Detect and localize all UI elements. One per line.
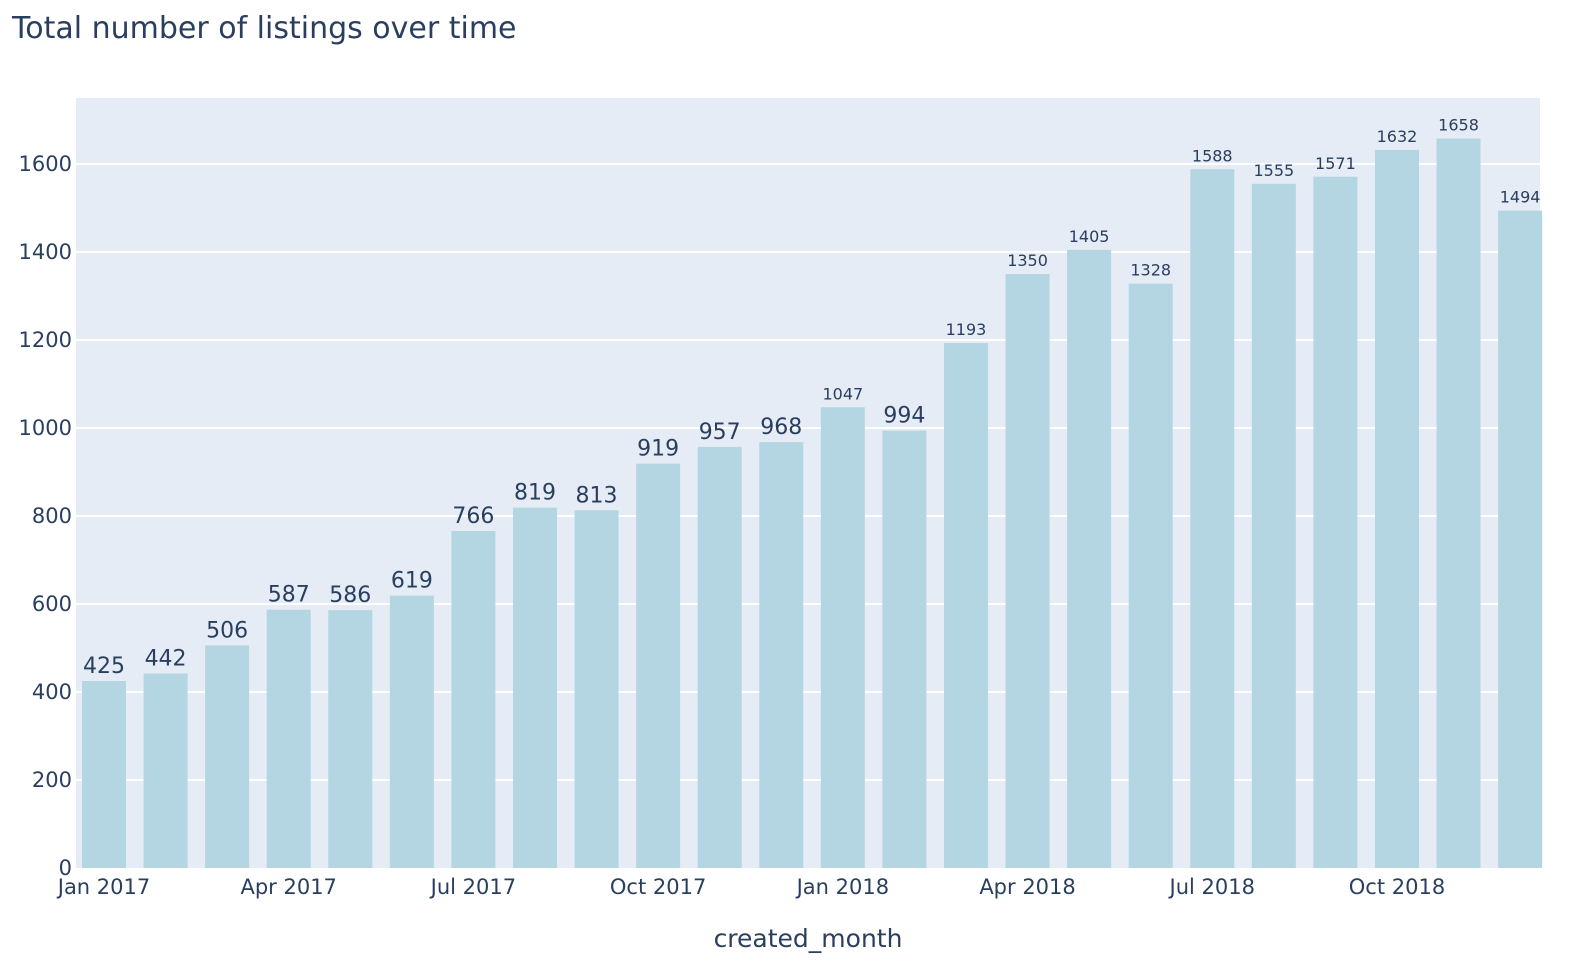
gridlines [76, 163, 1540, 781]
bar-value-label: 1555 [1253, 161, 1294, 180]
bar-value-label: 994 [883, 404, 925, 429]
bar [759, 442, 804, 868]
bar-value-label: 1494 [1500, 188, 1541, 207]
chart-title: Total number of listings over time [11, 11, 517, 46]
bar-value-label: 1588 [1192, 146, 1233, 165]
bar-value-label: 619 [391, 569, 433, 594]
bar-value-label: 442 [145, 647, 187, 672]
bars [82, 138, 1543, 869]
x-tick-label: Jan 2017 [56, 875, 151, 899]
bar-value-label: 1193 [946, 320, 987, 339]
bar-value-label: 819 [514, 481, 556, 506]
bar-value-label: 1350 [1007, 251, 1048, 270]
bar [389, 595, 434, 868]
bar-value-label: 1571 [1315, 154, 1356, 173]
bar-labels: 425 442 506 587 586 619 766 819 813 919 957 968 1047… [83, 115, 1540, 679]
bar [882, 430, 927, 868]
y-tick-label: 1400 [19, 240, 72, 264]
bar [82, 681, 126, 868]
bar-value-label: 1405 [1069, 227, 1110, 246]
bar [1067, 249, 1112, 869]
bar-value-label: 1047 [822, 384, 863, 403]
bar-value-label: 1632 [1377, 127, 1418, 146]
bar [820, 407, 865, 868]
y-tick-label: 1600 [19, 152, 72, 176]
bar-value-label: 957 [699, 420, 741, 445]
bar-value-label: 425 [83, 654, 125, 679]
bar [1436, 138, 1481, 869]
x-tick-label: Apr 2017 [240, 875, 336, 899]
bar-value-label: 919 [637, 437, 679, 462]
bar [1498, 210, 1543, 868]
y-tick-label: 1000 [19, 416, 72, 440]
y-tick-label: 600 [32, 592, 72, 616]
bar [205, 645, 250, 868]
bar-value-label: 968 [760, 415, 802, 440]
bar [451, 530, 496, 868]
y-axis-ticks: 0 200 400 600 800 1000 1200 1400 1600 [19, 152, 72, 880]
y-tick-label: 200 [32, 768, 72, 792]
bar-value-label: 586 [329, 583, 371, 608]
y-tick-label: 800 [32, 504, 72, 528]
bar-value-label: 1658 [1438, 115, 1479, 134]
bar [1374, 149, 1419, 869]
bar [697, 446, 742, 868]
x-tick-label: Apr 2018 [979, 875, 1075, 899]
bar [943, 343, 988, 869]
bar [1313, 176, 1358, 868]
bar [143, 673, 188, 868]
x-axis-ticks: Jan 2017 Apr 2017 Jul 2017 Oct 2017 Jan 2018… [56, 875, 1445, 899]
bar [636, 463, 681, 868]
bar-value-label: 506 [206, 618, 248, 643]
bar-value-label: 587 [268, 583, 310, 608]
x-axis-title: created_month [714, 924, 903, 953]
bar [1190, 169, 1235, 868]
x-tick-label: Jan 2018 [795, 875, 890, 899]
bar [1251, 183, 1296, 869]
y-tick-label: 400 [32, 680, 72, 704]
bar [1128, 283, 1173, 868]
bar-value-label: 1328 [1130, 261, 1171, 280]
bar [266, 609, 311, 868]
bar [1005, 274, 1050, 868]
bar [512, 507, 557, 868]
x-tick-label: Oct 2018 [1349, 875, 1445, 899]
bar-value-label: 766 [452, 504, 494, 529]
bar-value-label: 813 [576, 483, 618, 508]
bar [328, 610, 373, 868]
x-tick-label: Jul 2018 [1168, 875, 1255, 899]
plot-area [76, 98, 1540, 868]
x-tick-label: Oct 2017 [610, 875, 706, 899]
bar [574, 510, 619, 868]
x-tick-label: Jul 2017 [429, 875, 516, 899]
y-tick-label: 1200 [19, 328, 72, 352]
y-tick-label: 0 [59, 856, 72, 880]
